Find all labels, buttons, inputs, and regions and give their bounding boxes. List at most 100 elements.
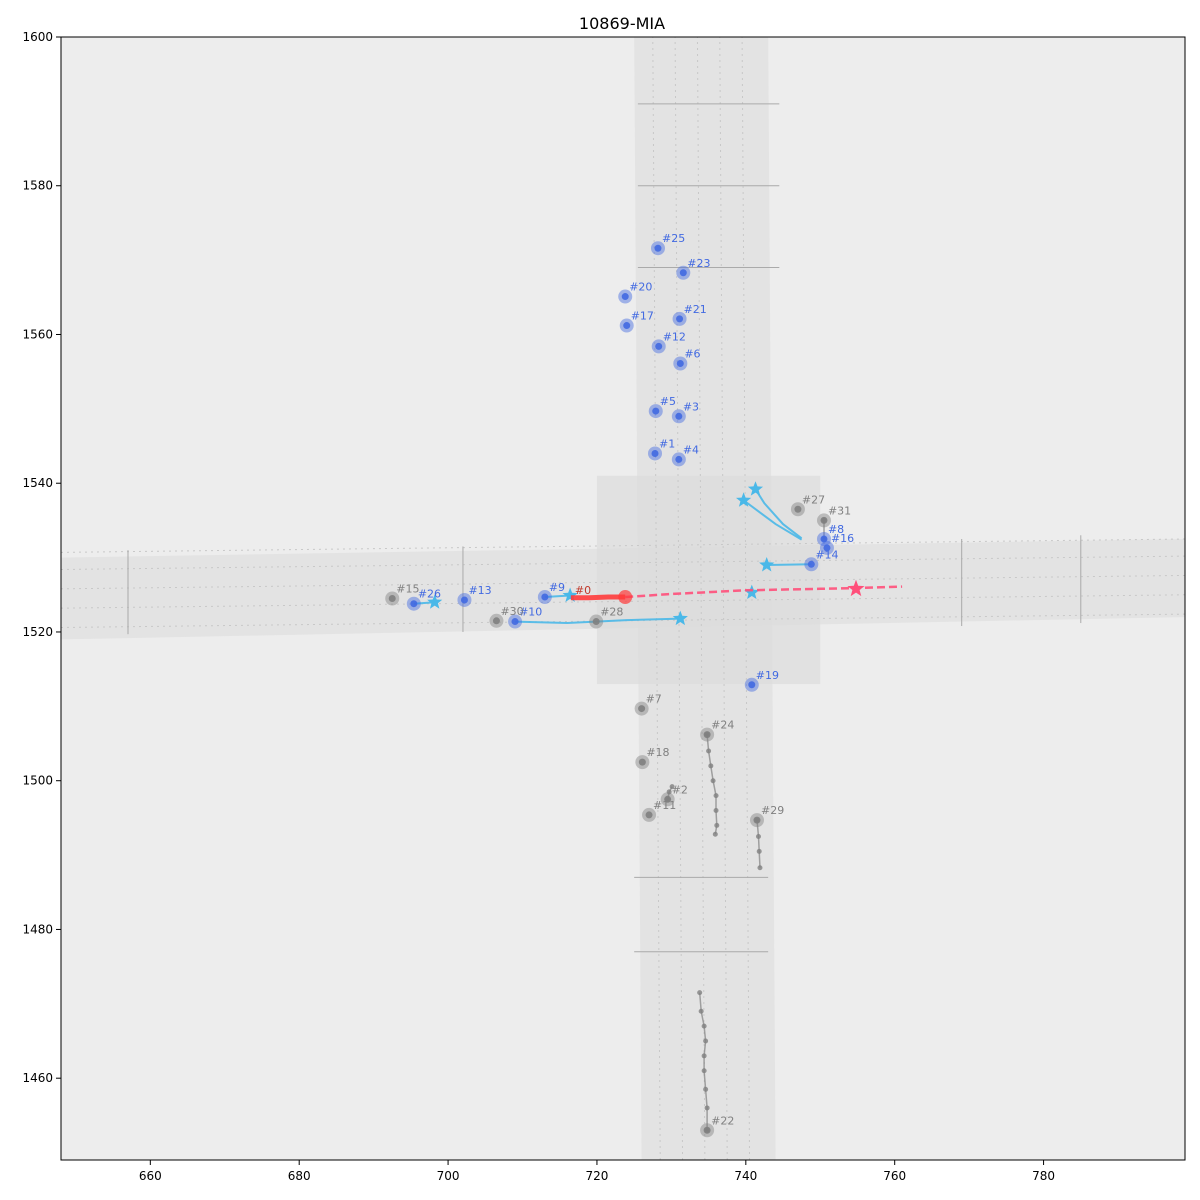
agent-label: #8 — [828, 523, 844, 536]
prediction-goal-star — [427, 594, 443, 609]
prediction-goal-star — [736, 492, 752, 507]
agent-center — [703, 1126, 711, 1134]
agent-center — [820, 516, 828, 524]
static-track-point — [703, 1038, 709, 1044]
agent-label: #5 — [660, 395, 676, 408]
ego-label: #0 — [575, 584, 591, 597]
x-axis: 660 680 700 720 740 760 780 — [139, 1160, 1055, 1183]
agent-center — [651, 449, 659, 457]
agent-label: #9 — [549, 581, 565, 594]
x-tick-label: 700 — [437, 1169, 460, 1183]
agent-center — [794, 505, 802, 513]
agent-center — [753, 816, 761, 824]
agent-label: #21 — [684, 303, 707, 316]
agent-label: #12 — [663, 330, 686, 343]
agent-center — [652, 407, 660, 415]
agent-center — [410, 600, 418, 608]
static-track-point — [704, 1105, 710, 1111]
prediction-path — [766, 563, 812, 566]
x-tick-label: 760 — [883, 1169, 906, 1183]
prediction-goal-star — [747, 481, 764, 496]
ego-history-path — [570, 594, 626, 601]
y-tick-label: 1580 — [22, 179, 53, 193]
static-track-point — [706, 748, 712, 754]
x-tick-label: 660 — [139, 1169, 162, 1183]
y-tick-label: 1600 — [22, 30, 53, 44]
static-track-point — [669, 784, 675, 790]
agent-label: #3 — [683, 400, 699, 413]
static-track — [756, 820, 761, 868]
agent-label: #15 — [396, 583, 419, 596]
static-track-point — [666, 789, 672, 795]
prediction-goal-star — [672, 610, 688, 626]
y-tick-label: 1540 — [22, 476, 53, 490]
y-tick-label: 1560 — [22, 327, 53, 341]
static-track-point — [697, 990, 703, 996]
agent-label: #31 — [828, 504, 851, 517]
agent-center — [655, 342, 663, 350]
x-tick-label: 780 — [1032, 1169, 1055, 1183]
static-track-point — [710, 778, 716, 784]
y-tick-label: 1480 — [22, 922, 53, 936]
static-track-point — [756, 848, 762, 854]
agent-center — [511, 618, 519, 626]
prediction-goal-star — [562, 587, 578, 602]
lane-marking-v — [696, 37, 706, 1160]
lane-marking-v — [741, 37, 751, 1160]
agent-label: #25 — [662, 232, 685, 245]
agent-label: #29 — [761, 804, 784, 817]
static-track-point — [712, 831, 718, 837]
x-tick-label: 720 — [585, 1169, 608, 1183]
road-map — [61, 37, 1185, 1160]
static-track-point — [701, 1053, 707, 1059]
agent-center — [592, 618, 600, 626]
agent-label: #13 — [468, 584, 491, 597]
agent-label: #27 — [802, 493, 825, 506]
agent-center — [748, 681, 756, 689]
agent-label: #16 — [831, 532, 854, 545]
y-tick-label: 1520 — [22, 625, 53, 639]
agent-label: #6 — [684, 347, 700, 360]
agent-center — [638, 705, 646, 713]
static-track-point — [713, 793, 719, 799]
y-tick-label: 1460 — [22, 1071, 53, 1085]
static-track-point — [714, 822, 720, 828]
agent-center — [541, 593, 549, 601]
static-track-point — [701, 1023, 707, 1029]
agent-label: #17 — [631, 310, 654, 323]
lane-marking-v — [674, 37, 684, 1160]
agent-label: #7 — [646, 693, 662, 706]
x-tick-label: 740 — [734, 1169, 757, 1183]
static-track-point — [755, 833, 761, 839]
y-axis: 1460 1480 1500 1520 1540 1560 1580 1600 — [22, 30, 61, 1085]
agent-label: #10 — [519, 606, 542, 619]
agent-label: #1 — [659, 437, 675, 450]
agent-center — [675, 455, 683, 463]
agent-center — [676, 359, 684, 367]
y-tick-label: 1500 — [22, 774, 53, 788]
agent-label: #20 — [629, 281, 652, 294]
ego-future-path — [625, 585, 903, 599]
agent-center — [654, 244, 662, 252]
static-track-point — [703, 1086, 709, 1092]
agent-center — [676, 315, 684, 323]
lane-marking-h — [61, 538, 1185, 553]
agent-center — [703, 731, 711, 739]
agent-center — [623, 322, 631, 330]
agent-label: #14 — [815, 548, 838, 561]
agent-center — [492, 617, 500, 625]
agent-label: #18 — [646, 746, 669, 759]
agent-label: #11 — [653, 799, 676, 812]
plot-frame — [60, 36, 1186, 1161]
agent-label: #22 — [711, 1114, 734, 1127]
agent-label: #24 — [711, 719, 734, 732]
static-track-point — [698, 1008, 704, 1014]
lane-marking-v — [719, 37, 728, 1160]
agent-label: #23 — [687, 257, 710, 270]
agent-center — [807, 560, 815, 568]
lane-marking-h — [61, 555, 1185, 570]
prediction-path — [743, 499, 803, 541]
agent-center — [664, 795, 672, 803]
agent-label: #4 — [683, 443, 699, 456]
